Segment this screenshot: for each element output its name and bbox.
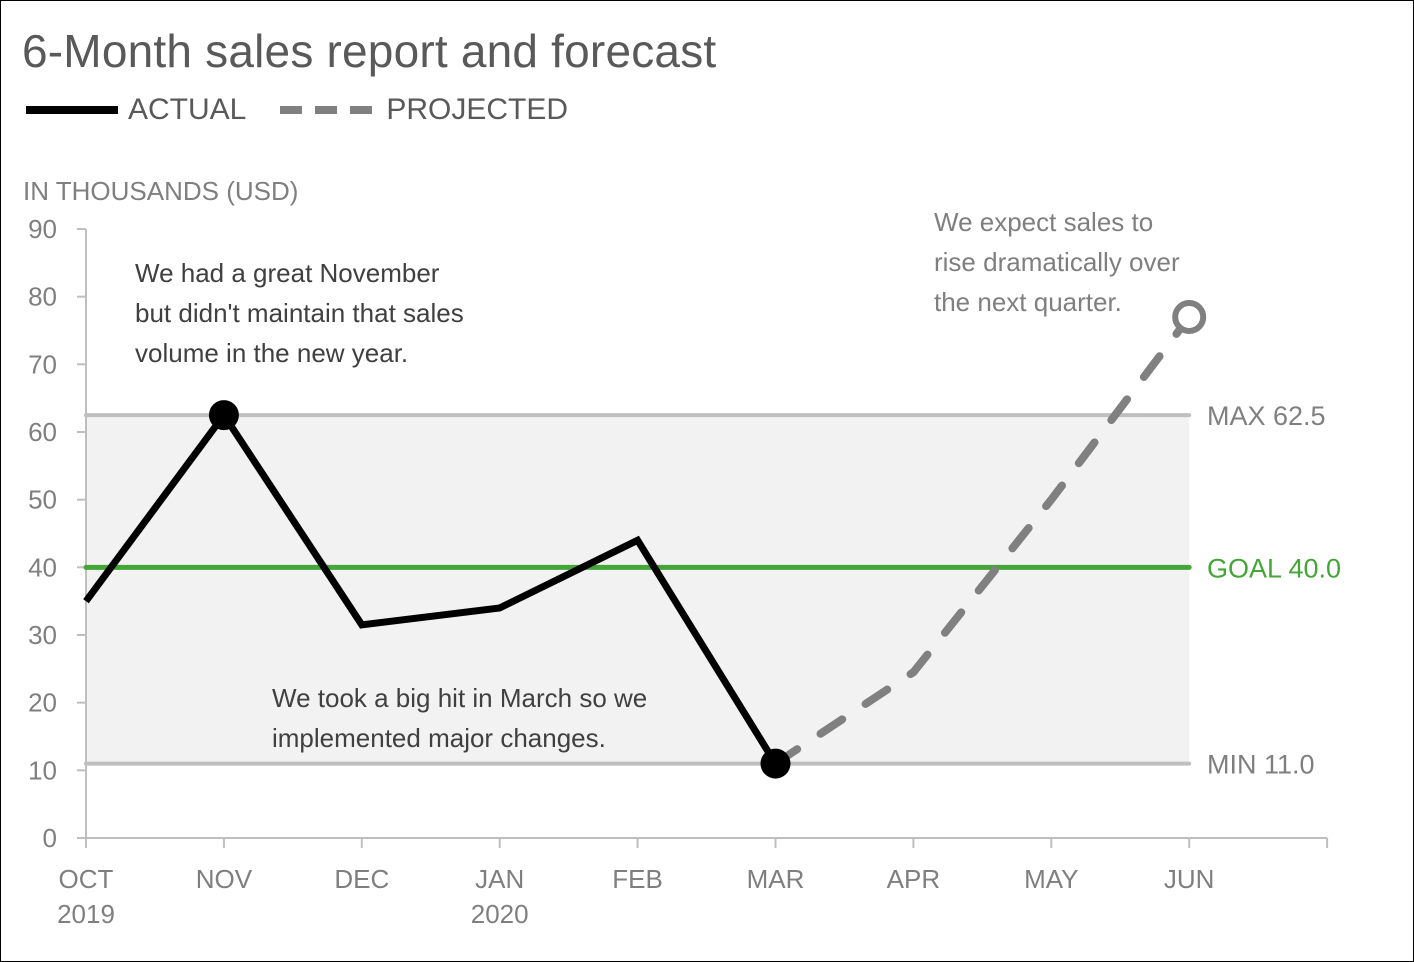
- x-tick-sublabel: 2019: [57, 899, 115, 929]
- y-tick-label: 80: [28, 282, 57, 312]
- range-band: [86, 415, 1190, 764]
- x-tick-label: OCT: [59, 864, 114, 894]
- annotation-line: implemented major changes.: [272, 723, 606, 753]
- legend-projected-label: PROJECTED: [386, 93, 569, 126]
- annotation-text: We took a big hit in March so we implemen…: [272, 683, 647, 753]
- y-tick-label: 30: [28, 620, 57, 650]
- y-tick-label: 60: [28, 417, 57, 447]
- annotation-line: the next quarter.: [934, 287, 1122, 317]
- projected-series-line: [771, 312, 1194, 768]
- data-point-marker: [208, 400, 239, 431]
- x-tick-sublabel: 2020: [471, 899, 529, 929]
- reference-label: MIN 11.0: [1207, 750, 1315, 780]
- annotation-line: We had a great November: [135, 258, 440, 288]
- annotation-line: volume in the new year.: [135, 338, 408, 368]
- actual-series-line: [83, 408, 779, 766]
- x-tick-label: JUN: [1164, 864, 1215, 894]
- annotation-line: rise dramatically over: [934, 247, 1180, 277]
- data-point-marker: [760, 748, 791, 779]
- annotation-line: We expect sales to: [934, 207, 1153, 237]
- annotation-line: but didn't maintain that sales: [135, 298, 464, 328]
- y-tick-label: 70: [28, 349, 57, 379]
- y-tick-label: 90: [28, 214, 57, 244]
- projected-end-marker: [1172, 299, 1207, 334]
- reference-label: MAX 62.5: [1207, 401, 1326, 431]
- x-tick-label: FEB: [612, 864, 663, 894]
- legend: ACTUAL PROJECTED: [26, 90, 568, 130]
- x-tick-label: DEC: [334, 864, 389, 894]
- x-tick-label: MAY: [1024, 864, 1078, 894]
- x-tick-label: NOV: [196, 864, 253, 894]
- annotation-text: We expect sales to rise dramatically over…: [934, 207, 1180, 317]
- y-tick-label: 40: [28, 552, 57, 582]
- y-tick-label: 50: [28, 485, 57, 515]
- y-axis-title: IN THOUSANDS (USD): [23, 176, 299, 206]
- annotation-text: We had a great November but didn't mainta…: [135, 258, 464, 368]
- annotation-line: We took a big hit in March so we: [272, 683, 647, 713]
- y-tick-label: 10: [28, 755, 57, 785]
- x-tick-label: MAR: [747, 864, 805, 894]
- legend-actual-label: ACTUAL: [128, 93, 247, 126]
- goal-label: GOAL 40.0: [1207, 553, 1341, 583]
- y-tick-label: 20: [28, 688, 57, 718]
- x-tick-label: JAN: [475, 864, 524, 894]
- legend-actual-swatch: [26, 106, 118, 114]
- y-tick-label: 0: [43, 823, 57, 853]
- chart-title: 6-Month sales report and forecast: [22, 25, 717, 77]
- legend-projected-swatch: [280, 106, 373, 114]
- x-tick-label: APR: [887, 864, 940, 894]
